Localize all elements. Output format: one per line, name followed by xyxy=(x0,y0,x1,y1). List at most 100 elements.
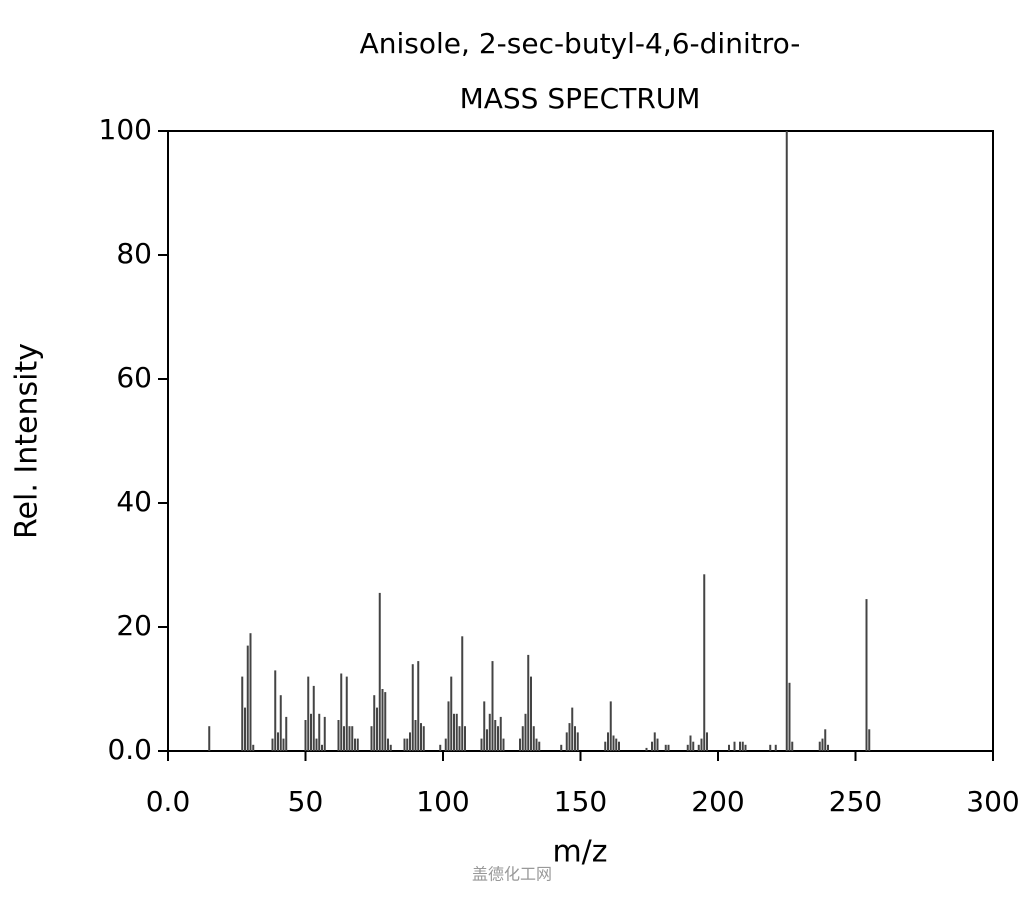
peak xyxy=(497,726,499,751)
x-axis-label: m/z xyxy=(552,835,607,870)
peak xyxy=(692,741,695,751)
peak xyxy=(406,738,409,751)
peak xyxy=(414,720,417,751)
peak xyxy=(444,738,447,751)
y-tick-label: 20 xyxy=(116,609,152,642)
peak xyxy=(351,726,354,751)
x-tick-label: 100 xyxy=(416,785,469,818)
peak xyxy=(483,701,486,751)
chart-title: Anisole, 2-sec-butyl-4,6-dinitro- xyxy=(360,27,801,60)
peak xyxy=(538,741,541,751)
peak xyxy=(565,732,568,751)
peak xyxy=(420,723,422,751)
peak xyxy=(689,735,692,751)
peak xyxy=(345,676,348,751)
peak xyxy=(389,744,392,751)
peak xyxy=(739,741,741,751)
y-tick-label: 80 xyxy=(116,237,152,270)
peak xyxy=(378,592,381,751)
peak xyxy=(785,131,788,751)
peak xyxy=(609,701,612,751)
peak xyxy=(307,676,310,751)
peak xyxy=(618,741,620,751)
peak xyxy=(422,726,425,751)
peak xyxy=(279,695,282,751)
x-tick-label: 150 xyxy=(554,785,607,818)
peak xyxy=(348,726,351,751)
chart-subtitle: MASS SPECTRUM xyxy=(460,82,701,115)
peak xyxy=(645,747,648,751)
peak xyxy=(318,713,321,751)
peak xyxy=(447,701,450,751)
peak xyxy=(568,723,571,751)
y-tick-label: 0.0 xyxy=(107,733,152,766)
peak xyxy=(560,744,563,751)
peak xyxy=(868,729,871,751)
peak xyxy=(285,716,288,751)
peak xyxy=(571,707,574,751)
peak xyxy=(384,692,387,751)
x-tick-label: 250 xyxy=(829,785,882,818)
peak xyxy=(455,713,458,751)
peak xyxy=(827,744,829,751)
peak xyxy=(321,744,323,751)
peak xyxy=(343,726,345,751)
peak xyxy=(387,738,389,751)
y-tick-label: 100 xyxy=(99,113,152,146)
peak xyxy=(651,741,653,751)
peak xyxy=(381,689,384,751)
peak xyxy=(310,713,312,751)
peak xyxy=(821,738,824,751)
peak xyxy=(417,661,420,751)
y-tick-label: 40 xyxy=(116,485,152,518)
peak xyxy=(354,738,356,751)
peak xyxy=(656,738,659,751)
peak xyxy=(337,720,340,751)
peak xyxy=(488,713,491,751)
peak xyxy=(439,744,442,751)
peak xyxy=(607,732,609,751)
x-tick-label: 200 xyxy=(691,785,744,818)
peak xyxy=(574,726,576,751)
peak xyxy=(519,738,521,751)
y-axis-label: Rel. Intensity xyxy=(10,343,45,539)
peak xyxy=(697,744,700,751)
x-tick-label: 0.0 xyxy=(146,785,191,818)
x-tick-label: 50 xyxy=(288,785,324,818)
peak xyxy=(653,732,656,751)
peak xyxy=(403,738,406,751)
peak xyxy=(535,738,538,751)
peak xyxy=(486,729,488,751)
peak xyxy=(744,744,747,751)
peak xyxy=(249,633,252,751)
peak xyxy=(323,716,326,751)
peak xyxy=(450,676,453,751)
peak xyxy=(733,741,736,751)
peak xyxy=(246,645,249,751)
peak xyxy=(282,738,285,751)
peak xyxy=(664,744,667,751)
peak xyxy=(304,720,307,751)
peak xyxy=(703,574,706,751)
peak xyxy=(769,744,772,751)
peak xyxy=(491,661,494,751)
peak xyxy=(700,738,703,751)
peak xyxy=(274,670,277,751)
peak xyxy=(453,713,455,751)
peak xyxy=(312,685,315,751)
peak xyxy=(244,707,246,751)
peak xyxy=(376,707,378,751)
peak xyxy=(686,744,689,751)
peak xyxy=(373,695,376,751)
watermark: 盖德化工网 xyxy=(472,865,552,884)
peak xyxy=(615,738,618,751)
peak xyxy=(774,744,777,751)
y-tick-label: 60 xyxy=(116,361,152,394)
peak xyxy=(252,744,255,751)
peak xyxy=(241,676,244,751)
peak xyxy=(818,741,821,751)
peak xyxy=(604,741,607,751)
peak xyxy=(524,713,527,751)
peak xyxy=(356,738,359,751)
